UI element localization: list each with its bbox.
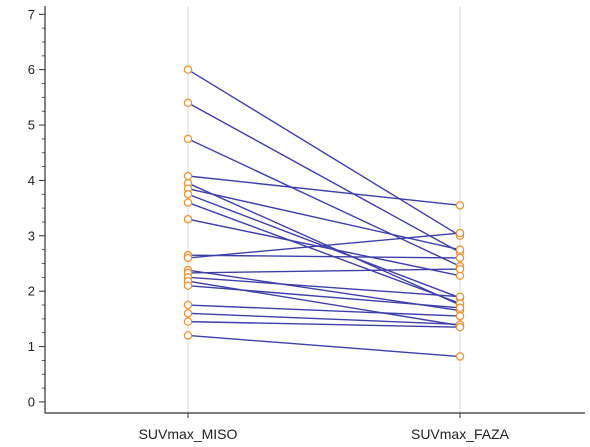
y-tick-label: 1 bbox=[28, 339, 35, 354]
series-markers bbox=[183, 65, 465, 361]
pair-line-4 bbox=[187, 182, 461, 306]
x-tick-label: SUVmax_MISO bbox=[139, 426, 238, 442]
data-point-16-1 bbox=[455, 311, 465, 321]
data-point-12-1 bbox=[455, 264, 465, 274]
y-tick-label: 6 bbox=[28, 62, 35, 77]
pair-line-19 bbox=[187, 334, 461, 358]
pair-line-0 bbox=[187, 69, 461, 237]
pair-line-14 bbox=[187, 280, 461, 327]
x-tick-label: SUVmax_FAZA bbox=[411, 426, 510, 442]
y-tick-label: 2 bbox=[28, 284, 35, 299]
pair-line-8 bbox=[187, 218, 461, 277]
pair-line-9 bbox=[187, 254, 461, 259]
data-point-13-1 bbox=[455, 292, 465, 301]
y-tick-label: 7 bbox=[28, 7, 35, 22]
y-tick-label: 0 bbox=[28, 394, 35, 409]
pair-line-17 bbox=[187, 312, 461, 326]
pair-line-16 bbox=[187, 304, 461, 317]
axis-labels: 0 1 2 3 4 5 6 7 SUVmax_MISO SUVmax_FAZA bbox=[28, 7, 510, 442]
data-point-17-0 bbox=[183, 309, 193, 318]
data-point-10-0 bbox=[183, 253, 193, 263]
pair-line-13 bbox=[187, 276, 461, 298]
pair-line-15 bbox=[187, 284, 461, 309]
y-tick-label: 4 bbox=[28, 173, 35, 188]
pair-line-12 bbox=[187, 268, 461, 274]
data-point-9-1 bbox=[455, 253, 465, 263]
data-point-7-0 bbox=[183, 198, 193, 207]
data-point-6-0 bbox=[183, 190, 193, 199]
data-point-1-0 bbox=[183, 98, 193, 108]
data-point-8-0 bbox=[183, 214, 193, 224]
pair-line-18 bbox=[187, 320, 461, 328]
data-point-15-1 bbox=[455, 303, 465, 313]
data-point-5-1 bbox=[455, 245, 465, 254]
y-tick-label: 5 bbox=[28, 118, 35, 133]
pair-line-7 bbox=[187, 201, 461, 305]
data-point-3-1 bbox=[455, 201, 465, 210]
series-lines bbox=[187, 69, 461, 358]
y-tick-label: 3 bbox=[28, 228, 35, 243]
data-point-18-1 bbox=[455, 322, 465, 332]
axis-layer bbox=[39, 6, 585, 418]
pair-line-3 bbox=[187, 175, 461, 207]
pair-line-5 bbox=[187, 188, 461, 251]
pair-line-2 bbox=[187, 138, 461, 267]
pair-line-1 bbox=[187, 102, 461, 254]
data-point-15-0 bbox=[183, 281, 193, 290]
data-point-0-0 bbox=[183, 65, 193, 74]
data-point-10-1 bbox=[455, 228, 465, 238]
data-point-16-0 bbox=[183, 300, 193, 310]
data-point-18-0 bbox=[183, 317, 193, 326]
pair-line-10 bbox=[187, 232, 461, 259]
data-point-2-0 bbox=[183, 134, 193, 144]
data-point-19-0 bbox=[183, 331, 193, 340]
data-point-19-1 bbox=[455, 352, 465, 361]
data-point-3-0 bbox=[183, 171, 193, 181]
